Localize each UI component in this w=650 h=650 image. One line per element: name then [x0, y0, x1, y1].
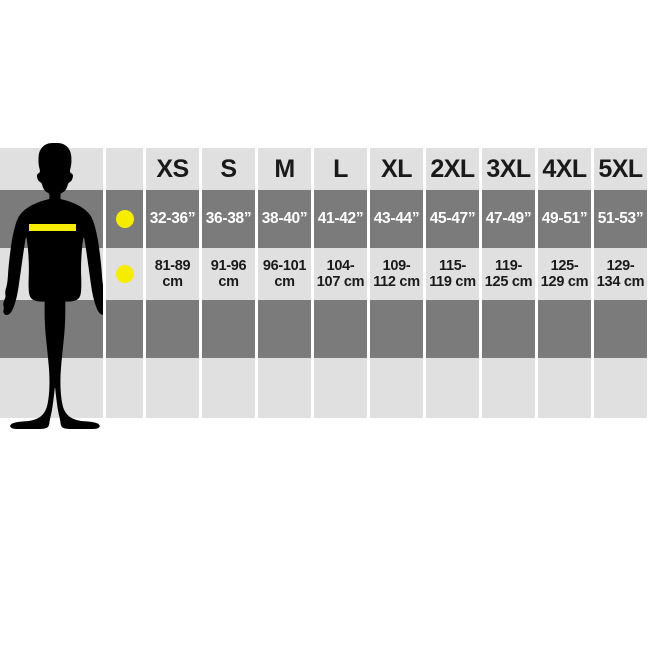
filler-cell-2-3xl: [482, 358, 535, 418]
filler-cell-1-5xl: [594, 300, 647, 358]
inches-cell-2xl: 45-47”: [426, 190, 479, 248]
inches-value: 47-49”: [485, 210, 532, 228]
size-header-3xl: 3XL: [482, 148, 535, 190]
inches-value: 51-53”: [597, 210, 644, 228]
filler-cell-1-xs: [146, 300, 199, 358]
size-header-label: 5XL: [598, 155, 643, 183]
filler-cell-2-l: [314, 358, 367, 418]
size-table: XS 32-36” 81-89 cm S 36-38” 91-96 cm M 38-40” 96…: [103, 148, 650, 418]
inches-value: 36-38”: [205, 210, 252, 228]
cm-value: 119-125 cm: [484, 257, 533, 290]
filler-cell-2-4xl: [538, 358, 591, 418]
size-column-xs: XS 32-36” 81-89 cm: [143, 148, 199, 418]
marker-filler-cell-2: [106, 358, 143, 418]
band-dark-3: [0, 300, 650, 358]
inches-cell-xl: 43-44”: [370, 190, 423, 248]
cm-cell-m: 96-101 cm: [258, 248, 311, 300]
yellow-dot-icon: [115, 265, 134, 283]
marker-cm-cell: [106, 248, 143, 300]
marker-header-cell: [106, 148, 143, 190]
yellow-dot-icon: [115, 210, 134, 228]
cm-value: 96-101 cm: [262, 257, 307, 290]
filler-cell-1-l: [314, 300, 367, 358]
size-header-label: S: [220, 155, 237, 183]
band-light-2: [0, 248, 650, 300]
filler-cell-1-s: [202, 300, 255, 358]
filler-cell-2-m: [258, 358, 311, 418]
size-header-s: S: [202, 148, 255, 190]
cm-cell-xs: 81-89 cm: [146, 248, 199, 300]
filler-cell-2-5xl: [594, 358, 647, 418]
size-header-label: 3XL: [486, 155, 531, 183]
cm-value: 81-89 cm: [154, 257, 191, 290]
size-header-l: L: [314, 148, 367, 190]
filler-cell-2-xl: [370, 358, 423, 418]
inches-cell-l: 41-42”: [314, 190, 367, 248]
cm-value: 91-96 cm: [210, 257, 247, 290]
inches-cell-5xl: 51-53”: [594, 190, 647, 248]
filler-cell-1-3xl: [482, 300, 535, 358]
size-header-label: L: [333, 155, 348, 183]
cm-cell-5xl: 129-134 cm: [594, 248, 647, 300]
cm-value: 125-129 cm: [540, 257, 589, 290]
cm-cell-4xl: 125-129 cm: [538, 248, 591, 300]
cm-cell-xl: 109-112 cm: [370, 248, 423, 300]
size-column-s: S 36-38” 91-96 cm: [199, 148, 255, 418]
cm-cell-s: 91-96 cm: [202, 248, 255, 300]
size-column-3xl: 3XL 47-49” 119-125 cm: [479, 148, 535, 418]
size-header-xl: XL: [370, 148, 423, 190]
size-header-xs: XS: [146, 148, 199, 190]
inches-cell-4xl: 49-51”: [538, 190, 591, 248]
size-header-5xl: 5XL: [594, 148, 647, 190]
marker-filler-cell-1: [106, 300, 143, 358]
inches-cell-s: 36-38”: [202, 190, 255, 248]
inches-cell-3xl: 47-49”: [482, 190, 535, 248]
size-header-label: XL: [381, 155, 412, 183]
size-column-xl: XL 43-44” 109-112 cm: [367, 148, 423, 418]
band-dark-1: [0, 190, 650, 248]
band-light-4: [0, 358, 650, 418]
marker-column: [103, 148, 143, 418]
cm-value: 104-107 cm: [316, 257, 365, 290]
chest-measure-line: [29, 224, 76, 231]
cm-value: 109-112 cm: [373, 257, 420, 290]
silhouette-body-shape: [3, 143, 105, 429]
size-header-4xl: 4XL: [538, 148, 591, 190]
cm-value: 129-134 cm: [596, 257, 645, 290]
inches-cell-m: 38-40”: [258, 190, 311, 248]
size-column-4xl: 4XL 49-51” 125-129 cm: [535, 148, 591, 418]
inches-cell-xs: 32-36”: [146, 190, 199, 248]
size-header-label: 2XL: [430, 155, 475, 183]
filler-cell-2-s: [202, 358, 255, 418]
size-column-5xl: 5XL 51-53” 129-134 cm: [591, 148, 650, 418]
size-header-label: M: [274, 155, 295, 183]
inches-value: 45-47”: [429, 210, 476, 228]
inches-value: 38-40”: [261, 210, 308, 228]
filler-cell-1-4xl: [538, 300, 591, 358]
inches-value: 41-42”: [317, 210, 364, 228]
filler-cell-1-m: [258, 300, 311, 358]
cm-cell-l: 104-107 cm: [314, 248, 367, 300]
band-light-0: [0, 148, 650, 190]
size-column-m: M 38-40” 96-101 cm: [255, 148, 311, 418]
size-header-2xl: 2XL: [426, 148, 479, 190]
marker-inches-cell: [106, 190, 143, 248]
filler-cell-1-xl: [370, 300, 423, 358]
filler-cell-1-2xl: [426, 300, 479, 358]
inches-value: 32-36”: [149, 210, 196, 228]
filler-cell-2-2xl: [426, 358, 479, 418]
size-header-m: M: [258, 148, 311, 190]
size-column-l: L 41-42” 104-107 cm: [311, 148, 367, 418]
size-header-label: XS: [156, 155, 189, 183]
size-column-2xl: 2XL 45-47” 115-119 cm: [423, 148, 479, 418]
male-body-silhouette: [0, 140, 105, 430]
inches-value: 43-44”: [373, 210, 420, 228]
size-header-label: 4XL: [542, 155, 587, 183]
cm-value: 115-119 cm: [429, 257, 476, 290]
cm-cell-3xl: 119-125 cm: [482, 248, 535, 300]
cm-cell-2xl: 115-119 cm: [426, 248, 479, 300]
filler-cell-2-xs: [146, 358, 199, 418]
inches-value: 49-51”: [541, 210, 588, 228]
